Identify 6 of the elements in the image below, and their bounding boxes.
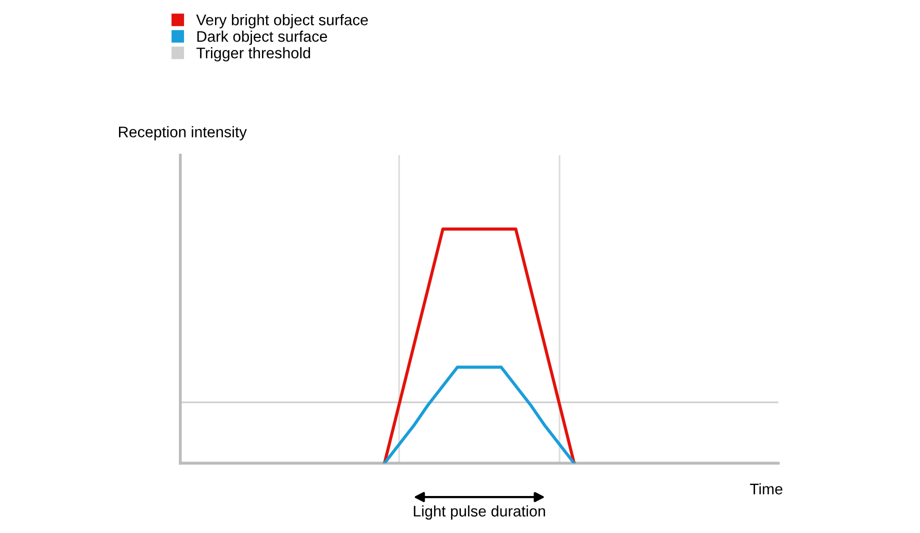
legend-label: Trigger threshold [196,47,310,62]
text: Reception intensity [119,126,247,140]
text: Light pulse duration [414,505,546,520]
legend-label: Very bright object surface [196,14,368,28]
x-axis-title: Time [750,483,782,494]
legend-label: Dark object surface [197,30,328,45]
